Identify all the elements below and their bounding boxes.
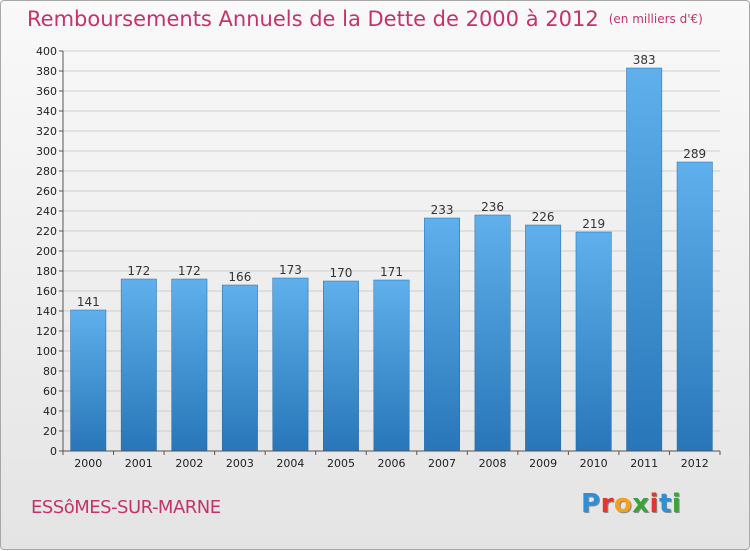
y-tick-label: 380	[36, 65, 57, 78]
city-name: ESSôMES-SUR-MARNE	[31, 497, 221, 518]
bar-value-label: 166	[228, 270, 251, 284]
y-axis: 0 20 40 60 80 100 120 140 160 180 200 220 240 260 280 3…	[36, 45, 64, 458]
y-tick-label: 280	[36, 165, 57, 178]
y-tick-label: 80	[43, 365, 57, 378]
x-tick-label: 2009	[529, 457, 557, 470]
x-tick-label: 2003	[226, 457, 254, 470]
unit-note: (en milliers d'€)	[608, 12, 703, 26]
bar	[626, 67, 663, 452]
logo-letter: i	[649, 489, 659, 519]
bar	[474, 214, 511, 452]
x-tick-label: 2005	[327, 457, 355, 470]
y-tick-label: 200	[36, 245, 57, 258]
logo-letter: o	[613, 489, 633, 519]
bar	[70, 309, 107, 452]
y-tick-label: 0	[50, 445, 57, 458]
y-tick-label: 140	[36, 305, 57, 318]
y-tick-label: 60	[43, 385, 57, 398]
x-tick-label: 2010	[580, 457, 608, 470]
y-tick-label: 320	[36, 125, 57, 138]
bar-value-label: 172	[178, 264, 201, 278]
bar	[171, 278, 208, 452]
y-tick-label: 120	[36, 325, 57, 338]
bar	[272, 277, 309, 452]
x-tick-label: 2001	[125, 457, 153, 470]
bar-value-label: 172	[127, 264, 150, 278]
logo-letter: x	[632, 489, 650, 519]
bar	[323, 280, 359, 452]
logo-letter: P	[581, 489, 601, 519]
logo-letter: t	[658, 489, 672, 519]
bar-value-label: 141	[77, 295, 100, 309]
bar-value-label: 226	[532, 210, 555, 224]
y-tick-label: 400	[36, 45, 57, 58]
bar	[424, 217, 460, 452]
x-tick-label: 2002	[175, 457, 203, 470]
proxiti-logo: Proxiti	[581, 489, 681, 519]
y-tick-label: 100	[36, 345, 57, 358]
bar-value-label: 233	[431, 203, 454, 217]
y-tick-label: 20	[43, 425, 57, 438]
chart-title-text: Remboursements Annuels de la Dette de 20…	[27, 7, 599, 31]
x-tick-label: 2006	[378, 457, 406, 470]
y-tick-label: 40	[43, 405, 57, 418]
y-tick-label: 220	[36, 225, 57, 238]
x-tick-label: 2008	[479, 457, 507, 470]
bars: 141 172 172 166 173 170 171 233 236 226 219 383 289	[70, 53, 713, 452]
bar-value-label: 236	[481, 200, 504, 214]
bar-value-label: 219	[582, 217, 605, 231]
y-tick-label: 340	[36, 105, 57, 118]
y-tick-label: 160	[36, 285, 57, 298]
bar	[373, 279, 410, 452]
bar	[221, 284, 258, 452]
y-tick-label: 360	[36, 85, 57, 98]
bar	[676, 161, 713, 452]
logo-letter: r	[600, 489, 614, 519]
bar-value-label: 383	[633, 53, 656, 67]
y-tick-label: 300	[36, 145, 57, 158]
chart-title: Remboursements Annuels de la Dette de 20…	[27, 7, 703, 31]
x-tick-label: 2012	[681, 457, 709, 470]
bar	[525, 224, 562, 452]
bar	[575, 231, 612, 452]
x-tick-label: 2000	[74, 457, 102, 470]
bar-value-label: 171	[380, 265, 403, 279]
y-tick-label: 240	[36, 205, 57, 218]
logo-letter: i	[671, 489, 682, 519]
bar-value-label: 289	[683, 147, 706, 161]
bar-value-label: 170	[330, 266, 353, 280]
y-tick-label: 260	[36, 185, 57, 198]
x-tick-label: 2007	[428, 457, 456, 470]
x-tick-label: 2011	[630, 457, 658, 470]
bar-value-label: 173	[279, 263, 302, 277]
bar	[120, 278, 157, 452]
y-tick-label: 180	[36, 265, 57, 278]
x-axis: 2000 2001 2002 2003 2004 2005 2006 2007 2008 2009…	[62, 450, 721, 470]
x-tick-label: 2004	[276, 457, 304, 470]
